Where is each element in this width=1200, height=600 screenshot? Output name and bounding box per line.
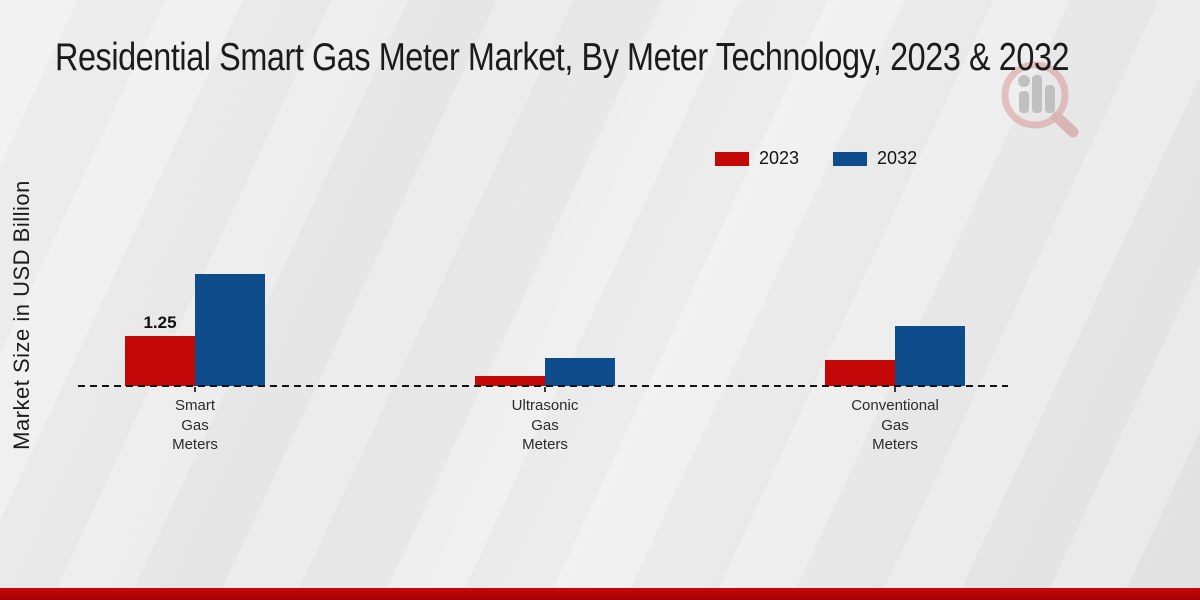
legend-label-2032: 2032 [877, 148, 918, 168]
x-tick-conventional-gas-meters [894, 387, 896, 392]
bar-2023-conventional-gas-meters [825, 360, 895, 386]
category-label-ultrasonic-gas-meters: Ultrasonic Gas Meters [511, 397, 579, 453]
legend: 2023 2032 [715, 148, 917, 169]
legend-label-2023: 2023 [759, 148, 800, 168]
bar-value-label-2023-smart-gas-meters: 1.25 [143, 313, 177, 332]
x-tick-smart-gas-meters [194, 387, 196, 392]
chart-title: Residential Smart Gas Meter Market, By M… [55, 36, 1070, 79]
footer-accent-band [0, 588, 1200, 600]
legend-item-2023: 2023 [715, 148, 799, 169]
y-axis-label: Market Size in USD Billion [9, 180, 34, 450]
bar-2023-ultrasonic-gas-meters [475, 376, 545, 386]
category-label-smart-gas-meters: Smart Gas Meters [172, 397, 218, 453]
market-research-future-logo-icon [1001, 61, 1079, 138]
bar-2032-ultrasonic-gas-meters [545, 358, 615, 386]
x-tick-ultrasonic-gas-meters [544, 387, 546, 392]
zero-baseline [78, 385, 1008, 387]
legend-item-2032: 2032 [833, 148, 917, 169]
category-label-conventional-gas-meters: Conventional Gas Meters [851, 397, 939, 453]
bar-2032-smart-gas-meters [195, 274, 265, 386]
legend-swatch-2023 [715, 151, 749, 166]
bar-2032-conventional-gas-meters [895, 326, 965, 386]
legend-swatch-2032 [833, 151, 868, 166]
bar-2023-smart-gas-meters [125, 336, 195, 386]
